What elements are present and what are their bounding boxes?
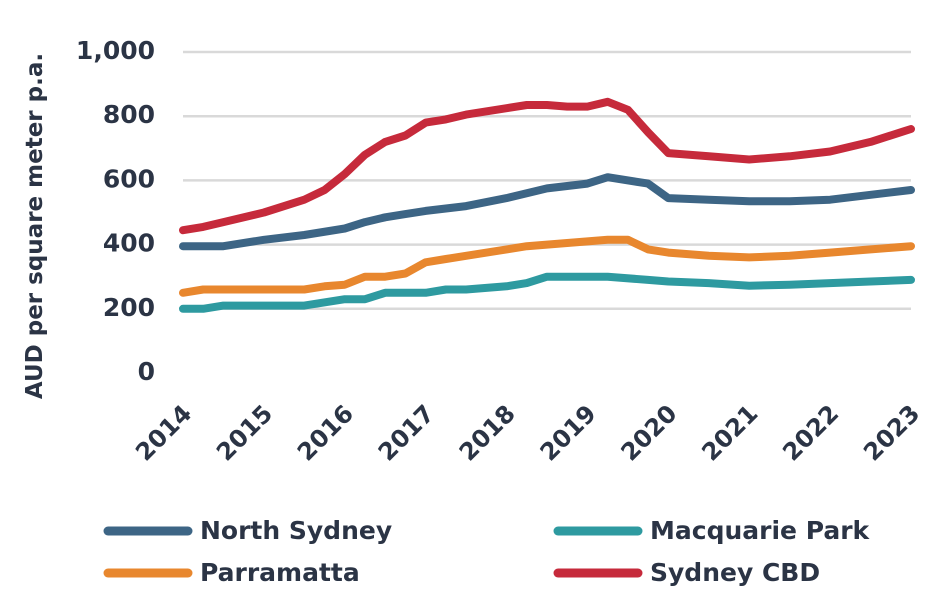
series-line-macquarie-park xyxy=(179,272,915,313)
legend-label-sydney-cbd: Sydney CBD xyxy=(650,558,820,587)
legend-label-north-sydney: North Sydney xyxy=(200,516,392,545)
y-tick-label: 400 xyxy=(103,229,155,258)
legend-item-macquarie-park[interactable]: Macquarie Park xyxy=(553,516,871,545)
series-lines xyxy=(179,97,915,313)
x-tick-label: 2023 xyxy=(858,399,925,466)
x-tick-label: 2016 xyxy=(292,399,359,466)
legend: North Sydney Macquarie Park Parramatta S… xyxy=(103,516,871,587)
x-tick-label: 2014 xyxy=(130,399,197,466)
y-tick-label: 800 xyxy=(103,100,155,129)
x-tick-label: 2017 xyxy=(373,399,440,466)
series-line-north-sydney xyxy=(179,173,915,251)
x-tick-label: 2018 xyxy=(454,399,521,466)
legend-label-macquarie-park: Macquarie Park xyxy=(650,516,871,545)
series-line-parramatta xyxy=(179,235,915,297)
gridlines xyxy=(183,50,911,311)
y-tick-label: 200 xyxy=(103,293,155,322)
x-tick-label: 2020 xyxy=(616,399,683,466)
y-tick-label: 0 xyxy=(138,357,155,386)
legend-item-north-sydney[interactable]: North Sydney xyxy=(103,516,392,545)
x-tick-label: 2019 xyxy=(535,399,602,466)
y-tick-label: 1,000 xyxy=(76,36,155,65)
x-tick-label: 2015 xyxy=(211,399,278,466)
y-tick-label: 600 xyxy=(103,164,155,193)
series-line-sydney-cbd xyxy=(179,97,915,235)
y-axis-label: AUD per square meter p.a. xyxy=(22,53,48,399)
legend-item-sydney-cbd[interactable]: Sydney CBD xyxy=(553,558,820,587)
x-tick-label: 2022 xyxy=(777,399,844,466)
legend-label-parramatta: Parramatta xyxy=(200,558,360,587)
x-axis-ticks: 2014 2015 2016 2017 2018 2019 2020 2021 2022 2023 xyxy=(130,399,925,466)
legend-item-parramatta[interactable]: Parramatta xyxy=(103,558,360,587)
y-axis-ticks: 0 200 400 600 800 1,000 xyxy=(76,36,155,386)
x-tick-label: 2021 xyxy=(696,399,763,466)
